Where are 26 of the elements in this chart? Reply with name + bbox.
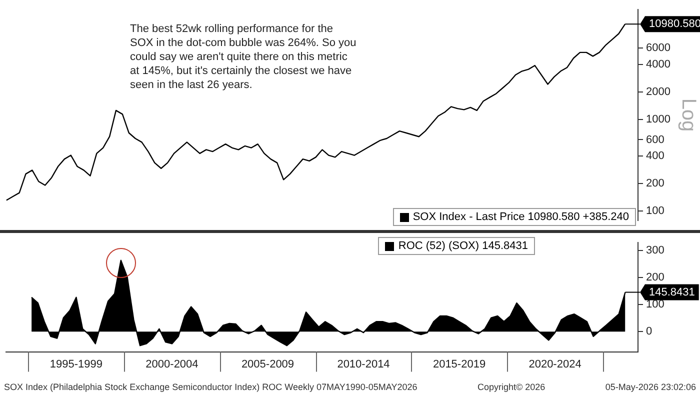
data-label: 145.8431 [649, 286, 695, 298]
y-tick-label: 600 [646, 134, 664, 146]
x-tick-label: 2015-2019 [432, 358, 486, 370]
y-tick-label: 2000 [646, 86, 670, 98]
y-tick-label: 100 [646, 205, 664, 218]
legend-label: SOX Index - Last Price 10980.580 +385.240 [412, 211, 629, 223]
text: 05-May-2026 23:02:06 [605, 382, 696, 392]
x-tick-label: 2010-2014 [337, 358, 390, 370]
y-axis-title: Log [677, 98, 700, 132]
x-tick-label: 2000-2004 [146, 358, 198, 370]
y-tick-label: 300 [646, 244, 664, 257]
x-tick-label: 2005-2009 [241, 358, 294, 370]
x-tick-label: 1995-1999 [50, 358, 103, 370]
y-tick-label: 200 [646, 272, 664, 284]
annotation: The best 52wk rolling performance for the SOX in the dot-com bubble was 264%. So you could say we aren't quite there on this metric at 145%, but it's certainly the closest we have seen in the last 26 years. [130, 22, 358, 92]
y-tick-label: 100 [646, 298, 664, 311]
y-tick-label: 1000 [646, 113, 670, 126]
y-tick-label: 200 [646, 177, 664, 190]
y-tick-label: 400 [646, 150, 664, 162]
legend-label: ROC (52) (SOX) 145.8431 [398, 240, 528, 252]
text: SOX Index (Philadelphia Stock Exchange Semiconductor Index) ROC Weekly 07MAY1990-05MAY2026 [4, 382, 418, 392]
y-tick-label: 0 [646, 326, 652, 338]
x-tick-label: 2020-2024 [528, 358, 582, 370]
y-tick-label: 4000 [646, 58, 670, 70]
text: Copyright© 2026 [477, 382, 546, 392]
y-tick-label: 6000 [646, 42, 670, 54]
